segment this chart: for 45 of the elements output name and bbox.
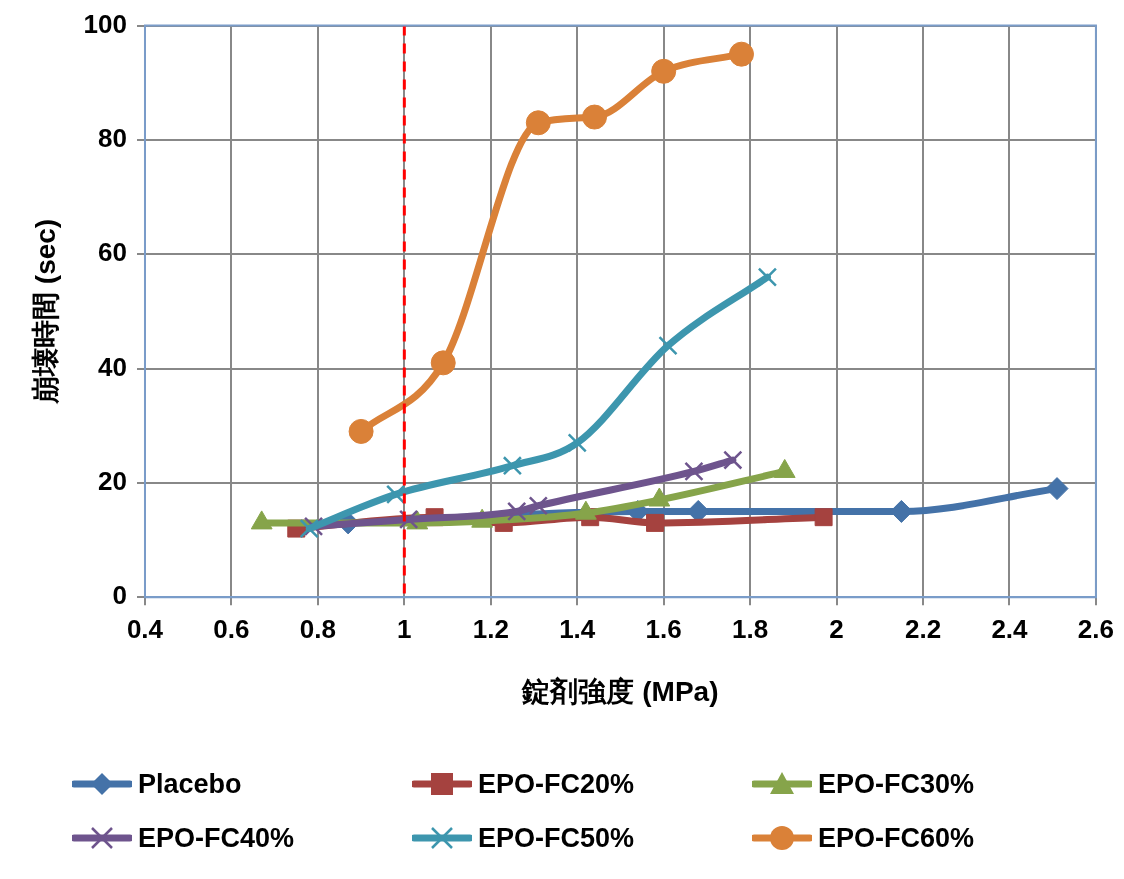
x-tick-label: 0.6 — [213, 613, 250, 644]
point — [528, 496, 549, 516]
point — [398, 509, 419, 530]
x-tick-label: 2.6 — [1077, 613, 1115, 644]
point — [582, 104, 608, 130]
y-tick-label: 0 — [112, 580, 127, 611]
x-tick-label: 2 — [829, 613, 844, 644]
point — [723, 450, 743, 470]
point — [1045, 477, 1069, 501]
x-tick-label: 1.8 — [732, 613, 769, 644]
point — [651, 58, 677, 84]
x-tick-label: 2.2 — [904, 613, 942, 644]
legend-label: EPO-FC30% — [818, 768, 975, 800]
point — [814, 508, 833, 527]
y-tick-label: 80 — [98, 123, 127, 154]
point — [684, 461, 704, 482]
x-tick-label: 0.4 — [126, 613, 164, 644]
x-tick-label: 1.4 — [559, 613, 596, 644]
y-tick-label: 100 — [83, 8, 127, 39]
y-tick-label: 40 — [98, 351, 127, 382]
point — [299, 518, 319, 539]
x-tick-label: 1 — [397, 613, 412, 644]
x-tick-label: 2.4 — [991, 613, 1029, 644]
point — [646, 513, 665, 532]
legend-label: Placebo — [138, 768, 242, 800]
point — [567, 433, 587, 453]
x-tick-label: 1.2 — [472, 613, 509, 644]
point — [728, 41, 754, 67]
x-axis-title: 錠剤強度 (MPa) — [521, 675, 719, 707]
point — [430, 350, 456, 376]
x-tick-label: 0.8 — [299, 613, 336, 644]
legend-label: EPO-FC50% — [478, 822, 635, 854]
point — [502, 456, 523, 476]
legend-label: EPO-FC20% — [478, 768, 635, 800]
point — [658, 335, 678, 356]
y-tick-label: 60 — [98, 237, 127, 268]
point — [506, 501, 527, 522]
point — [757, 267, 778, 287]
y-tick-label: 20 — [98, 466, 127, 497]
point — [348, 418, 374, 444]
x-tick-label: 1.6 — [645, 613, 682, 644]
legend-label: EPO-FC40% — [138, 822, 295, 854]
point — [525, 110, 551, 136]
legend-label: EPO-FC60% — [818, 822, 975, 854]
y-axis-title: 崩壊時間 (sec) — [29, 218, 61, 405]
